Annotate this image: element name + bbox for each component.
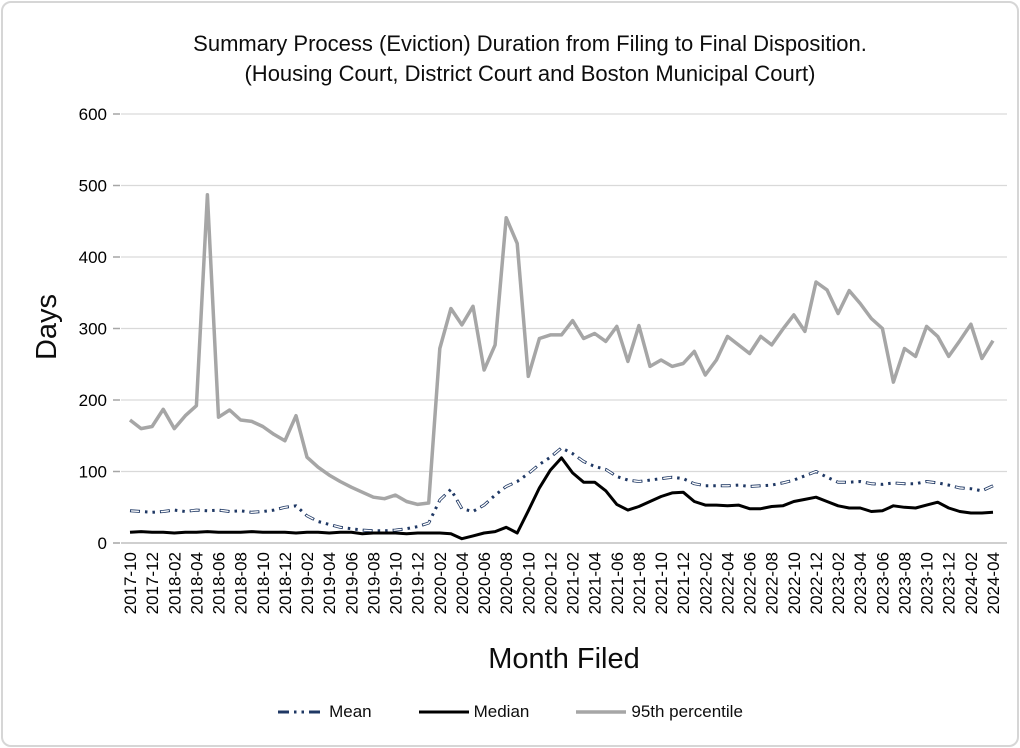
svg-text:2020-04: 2020-04 xyxy=(453,552,472,614)
svg-text:2018-08: 2018-08 xyxy=(232,552,251,614)
svg-text:2020-12: 2020-12 xyxy=(541,552,560,614)
svg-text:2020-02: 2020-02 xyxy=(431,552,450,614)
svg-text:2021-06: 2021-06 xyxy=(608,552,627,614)
svg-text:2023-02: 2023-02 xyxy=(829,552,848,614)
svg-text:600: 600 xyxy=(79,105,107,124)
legend-label-95th-percentile: 95th percentile xyxy=(631,702,743,721)
svg-text:2022-04: 2022-04 xyxy=(719,552,738,614)
legend-label-mean: Mean xyxy=(329,702,372,721)
svg-text:300: 300 xyxy=(79,320,107,339)
svg-text:2019-02: 2019-02 xyxy=(298,552,317,614)
svg-text:400: 400 xyxy=(79,248,107,267)
legend-item-95th-percentile: 95th percentile xyxy=(575,702,743,722)
svg-text:2022-06: 2022-06 xyxy=(741,552,760,614)
svg-text:2023-04: 2023-04 xyxy=(851,552,870,614)
chart-title: Summary Process (Eviction) Duration from… xyxy=(43,29,1017,89)
svg-text:2023-12: 2023-12 xyxy=(940,552,959,614)
svg-text:2019-04: 2019-04 xyxy=(320,552,339,614)
svg-text:2020-08: 2020-08 xyxy=(497,552,516,614)
svg-text:2018-06: 2018-06 xyxy=(210,552,229,614)
svg-text:2022-10: 2022-10 xyxy=(785,552,804,614)
svg-text:2024-02: 2024-02 xyxy=(962,552,981,614)
95th-percentile-line-swatch-icon xyxy=(576,710,627,714)
svg-text:2021-04: 2021-04 xyxy=(586,552,605,614)
svg-text:2021-02: 2021-02 xyxy=(564,552,583,614)
svg-text:2019-10: 2019-10 xyxy=(387,552,406,614)
x-axis-label: Month Filed xyxy=(488,643,640,675)
svg-text:2017-12: 2017-12 xyxy=(143,552,162,614)
svg-text:2019-06: 2019-06 xyxy=(342,552,361,614)
svg-text:2018-02: 2018-02 xyxy=(165,552,184,614)
svg-text:2020-06: 2020-06 xyxy=(475,552,494,614)
svg-text:2021-12: 2021-12 xyxy=(674,552,693,614)
chart-title-line1: Summary Process (Eviction) Duration from… xyxy=(193,31,867,56)
svg-text:2018-12: 2018-12 xyxy=(276,552,295,614)
mean-line-swatch-icon xyxy=(278,710,325,714)
svg-text:2018-10: 2018-10 xyxy=(254,552,273,614)
svg-text:2024-04: 2024-04 xyxy=(984,552,1003,614)
svg-text:500: 500 xyxy=(79,177,107,196)
svg-text:2019-08: 2019-08 xyxy=(364,552,383,614)
legend-label-median: Median xyxy=(473,702,530,721)
svg-text:2023-08: 2023-08 xyxy=(896,552,915,614)
legend-item-median: Median xyxy=(418,702,530,722)
median-line-swatch-icon xyxy=(418,710,469,714)
svg-text:2022-02: 2022-02 xyxy=(696,552,715,614)
svg-text:2023-10: 2023-10 xyxy=(918,552,937,614)
svg-text:2021-10: 2021-10 xyxy=(652,552,671,614)
line-chart: 0 100 200 300 400 500 600 2017-10 2017-12 2018-02… xyxy=(79,105,1007,614)
svg-text:200: 200 xyxy=(79,391,107,410)
chart-title-line2: (Housing Court, District Court and Bosto… xyxy=(244,61,816,86)
legend-item-mean: Mean xyxy=(277,702,372,722)
svg-text:2019-12: 2019-12 xyxy=(409,552,428,614)
svg-text:2018-04: 2018-04 xyxy=(187,552,206,614)
svg-text:100: 100 xyxy=(79,463,107,482)
legend: Mean Median 95th percentile xyxy=(3,702,1017,722)
svg-text:2020-10: 2020-10 xyxy=(519,552,538,614)
svg-text:2021-08: 2021-08 xyxy=(630,552,649,614)
svg-text:0: 0 xyxy=(98,534,107,553)
svg-text:2022-08: 2022-08 xyxy=(763,552,782,614)
svg-text:2023-06: 2023-06 xyxy=(873,552,892,614)
svg-text:2022-12: 2022-12 xyxy=(807,552,826,614)
svg-text:2017-10: 2017-10 xyxy=(121,552,140,614)
